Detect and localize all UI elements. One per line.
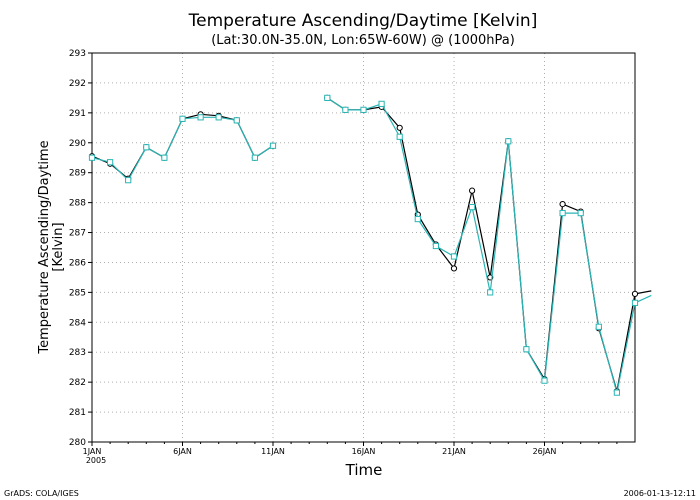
y-axis-label: Temperature Ascending/Daytime — [37, 140, 52, 354]
x-tick-label: 21JAN — [442, 447, 466, 456]
x-axis-label: Time — [345, 461, 383, 479]
y-tick-label: 284 — [69, 318, 86, 328]
data-point — [396, 124, 403, 131]
footer-credit: GrADS: COLA/IGES — [4, 489, 79, 498]
data-point — [595, 323, 602, 330]
series-line — [326, 97, 652, 392]
data-point — [414, 215, 421, 223]
y-tick-label: 288 — [69, 199, 86, 209]
data-point — [179, 115, 186, 122]
series-2 — [88, 94, 652, 396]
data-point — [559, 209, 566, 217]
y-tick-label: 280 — [69, 438, 86, 448]
data-point — [88, 154, 96, 161]
data-point — [469, 204, 476, 211]
y-tick-label: 287 — [69, 229, 86, 239]
data-point — [631, 299, 639, 306]
data-point — [631, 290, 639, 297]
data-point — [450, 253, 458, 260]
data-point — [396, 133, 403, 140]
y-tick-label: 289 — [69, 169, 86, 179]
data-point — [378, 100, 385, 107]
x-tick-label: 16JAN — [352, 447, 376, 456]
y-tick-label: 293 — [69, 49, 86, 59]
series-line — [91, 116, 274, 182]
y-tick-label: 281 — [69, 408, 86, 418]
chart-title: Temperature Ascending/Daytime [Kelvin] — [188, 11, 538, 31]
data-point — [107, 159, 114, 166]
data-point — [559, 201, 566, 208]
series-1 — [88, 94, 652, 395]
y-tick-label: 282 — [69, 378, 86, 388]
data-point — [577, 209, 584, 217]
data-point — [215, 114, 222, 121]
data-point — [487, 289, 494, 296]
y-tick-label: 292 — [69, 79, 86, 89]
data-point — [523, 346, 530, 353]
y-axis-label-unit: [Kelvin] — [51, 222, 66, 271]
x-tick-label: 6JAN — [173, 447, 192, 456]
x-tick-sublabel: 2005 — [86, 456, 106, 465]
data-point — [251, 154, 259, 161]
data-point — [505, 138, 512, 145]
footer-timestamp: 2006-01-13-12:11 — [624, 489, 696, 498]
grid — [92, 53, 635, 442]
data-point — [125, 177, 132, 184]
chart-subtitle: (Lat:30.0N-35.0N, Lon:65W-60W) @ (1000hP… — [211, 33, 515, 48]
data-point — [161, 154, 168, 161]
y-tick-label: 290 — [69, 139, 86, 149]
x-tick-label: 1JAN — [83, 447, 102, 456]
data-point — [450, 265, 458, 272]
data-point — [143, 144, 150, 151]
data-point — [342, 106, 349, 113]
x-tick-label: 11JAN — [261, 447, 285, 456]
data-point — [197, 114, 204, 121]
x-tick-label: 26JAN — [533, 447, 557, 456]
data-point — [269, 142, 277, 149]
data-point — [324, 94, 331, 101]
series-line — [326, 97, 652, 393]
y-tick-label: 283 — [69, 348, 86, 358]
y-tick-label: 285 — [69, 288, 86, 298]
data-point — [360, 106, 367, 113]
series-layer — [88, 94, 652, 396]
data-point — [233, 117, 240, 124]
data-point — [469, 187, 476, 194]
y-tick-label: 291 — [69, 109, 86, 119]
y-tick-label: 286 — [69, 258, 86, 268]
y-axis: 280 281 282 283 284 285 286 287 288 289 290 291 292 2… — [69, 49, 92, 448]
data-point — [432, 242, 439, 250]
data-point — [613, 389, 620, 396]
data-point — [541, 377, 548, 384]
